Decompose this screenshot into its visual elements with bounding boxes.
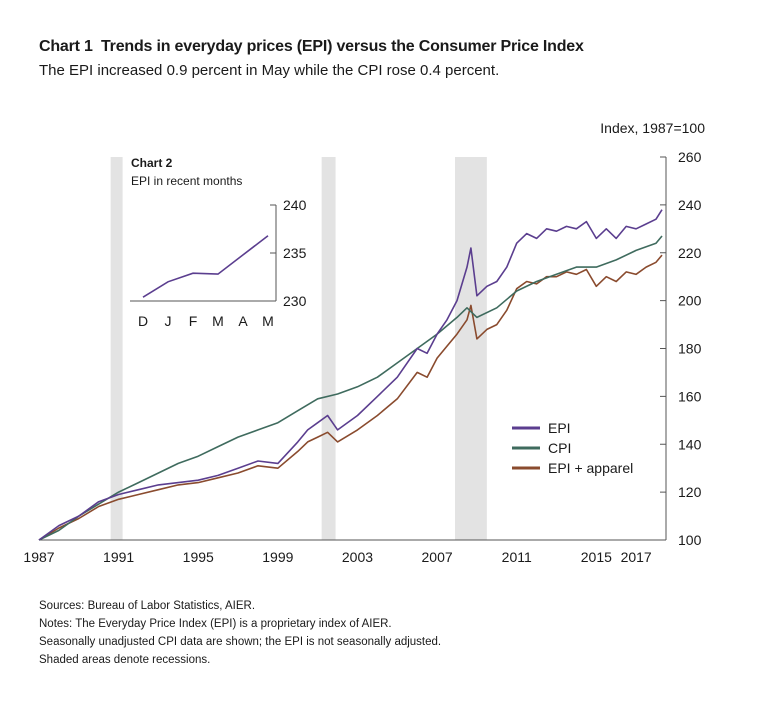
footnote-notes: Notes: The Everyday Price Index (EPI) is…	[39, 618, 392, 630]
chart-title: Chart 1 Trends in everyday prices (EPI) …	[39, 38, 584, 56]
y-tick-label-120: 120	[678, 484, 702, 500]
series-line-epi	[38, 209, 663, 541]
x-tick-label-2011: 2011	[502, 549, 532, 565]
inset-title: Chart 2	[131, 156, 173, 170]
legend: EPI CPI EPI + apparel	[512, 420, 633, 476]
inset-x-tick-label-5: M	[262, 313, 274, 329]
y-tick-label-100: 100	[678, 532, 702, 548]
recession-band-1	[321, 157, 336, 540]
inset-y-tick-label-235: 235	[283, 245, 307, 261]
inset-x-tick-label-2: F	[189, 313, 198, 329]
y-tick-label-220: 220	[678, 245, 702, 261]
inset-series-line	[142, 235, 269, 298]
x-tick-label-1995: 1995	[183, 549, 214, 565]
recession-band-2	[455, 157, 487, 540]
x-tick-label-1999: 1999	[262, 549, 293, 565]
y-axis-label: Index, 1987=100	[600, 120, 705, 136]
footnote-recessions: Shaded areas denote recessions.	[39, 654, 211, 666]
y-tick-label-180: 180	[678, 341, 702, 357]
inset-x-tick-label-3: M	[212, 313, 224, 329]
x-tick-label-2015: 2015	[581, 549, 612, 565]
chart-number: Chart 1	[39, 38, 93, 55]
y-tick-label-260: 260	[678, 149, 702, 165]
inset-y-axis: 230 235 240	[270, 197, 307, 309]
y-tick-label-160: 160	[678, 388, 702, 404]
y-tick-label-240: 240	[678, 197, 702, 213]
inset-y-tick-label-230: 230	[283, 293, 307, 309]
chart-title-text: Trends in everyday prices (EPI) versus t…	[100, 38, 584, 55]
recession-band-0	[110, 157, 123, 540]
chart-subtitle: The EPI increased 0.9 percent in May whi…	[39, 62, 500, 79]
footnote-seasonal: Seasonally unadjusted CPI data are shown…	[39, 636, 442, 648]
x-tick-label-1987: 1987	[23, 549, 54, 565]
inset-chart: Chart 2 EPI in recent months 230 235 240 D…	[130, 156, 307, 329]
series-line-epi-apparel	[38, 254, 663, 541]
inset-subtitle: EPI in recent months	[131, 174, 242, 188]
inset-x-tick-label-1: J	[165, 313, 172, 329]
y-tick-label-200: 200	[678, 293, 702, 309]
x-tick-label-2003: 2003	[342, 549, 373, 565]
legend-label-0: EPI	[548, 420, 571, 436]
series-line-cpi	[38, 235, 663, 541]
legend-label-2: EPI + apparel	[548, 460, 633, 476]
main-series-lines	[38, 209, 663, 541]
x-tick-label-1991: 1991	[103, 549, 134, 565]
legend-label-1: CPI	[548, 440, 571, 456]
x-tick-label-2017: 2017	[621, 549, 652, 565]
footnote-sources: Sources: Bureau of Labor Statistics, AIE…	[39, 600, 256, 612]
y-tick-label-140: 140	[678, 436, 702, 452]
inset-y-tick-label-240: 240	[283, 197, 307, 213]
footnotes: Sources: Bureau of Labor Statistics, AIE…	[39, 597, 441, 669]
x-tick-label-2007: 2007	[422, 549, 453, 565]
inset-series-line-epi	[142, 235, 269, 298]
main-x-axis: 1987 1991 1995 1999 2003 2007 2011 2015 2017	[23, 539, 666, 565]
inset-x-tick-label-4: A	[238, 313, 248, 329]
recession-shading	[110, 157, 487, 540]
inset-x-tick-label-0: D	[138, 313, 148, 329]
main-y-axis: 100 120 140 160 180 200 220 240 260	[660, 149, 702, 548]
